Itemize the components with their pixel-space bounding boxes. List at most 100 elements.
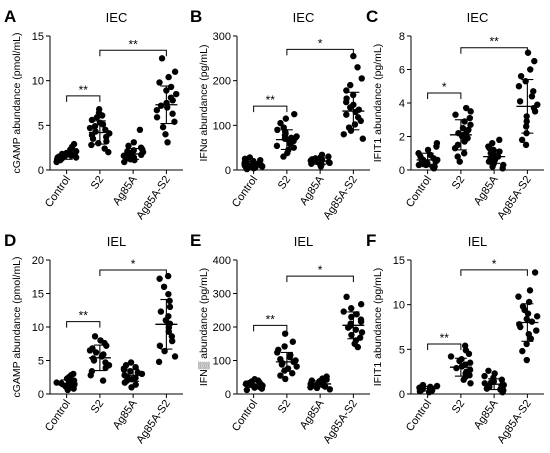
data-point [156,79,163,86]
data-point [343,95,350,102]
y-tick-label: 15 [32,31,44,43]
data-point [251,376,258,383]
significance-label: ** [266,93,276,107]
panel-title: IEC [467,10,489,25]
data-point [282,115,290,122]
data-point [88,368,96,375]
x-tick-label: Ag85A-S2 [134,398,173,446]
panel-d: D IEL 0 5 10 15 20 cGAMP abundance (pmol/mL) Con… [4,231,183,446]
data-point [153,106,161,114]
data-point [155,358,163,366]
data-point [491,370,498,377]
data-point [274,126,281,133]
data-point [70,140,78,148]
data-point [130,139,138,146]
x-tick-label: Control [43,174,73,210]
x-tick-label: S2 [276,398,294,416]
x-tick-label: Control [43,398,73,434]
data-point [351,121,359,128]
data-point [326,386,334,393]
data-point [153,114,161,121]
y-tick-label: 100 [213,120,231,132]
x-tick-label: S2 [450,398,468,416]
data-point [359,135,367,142]
x-tick-label: S2 [450,174,468,192]
data-point [481,380,488,387]
x-tick-label: Ag85A-S2 [495,398,534,446]
significance-bracket [286,275,354,283]
data-point [287,351,294,359]
data-point [356,334,364,341]
data-point [528,93,536,100]
data-point [500,161,507,169]
data-point [157,102,165,109]
data-point [462,104,470,112]
data-point [523,118,530,125]
significance-bracket [460,269,528,276]
data-point [159,123,167,131]
data-point [531,57,538,65]
panel-letter: F [366,231,376,250]
y-axis-label: IFIT1 abundance (pg/mL) [372,268,384,386]
data-point [291,110,298,118]
data-point [132,374,139,382]
data-point [533,327,540,334]
data-point [100,351,107,358]
significance-bracket [286,48,354,56]
panel-title: IEC [293,10,315,25]
data-point [282,375,289,383]
data-point [171,68,179,75]
panel-title: IEC [106,10,128,25]
data-point [167,83,175,91]
y-tick-label: 0 [225,165,231,177]
data-point [354,114,362,121]
data-point [90,355,97,362]
y-axis-label: cGAMP abundance (pmol/mL) [11,32,23,173]
data-point [343,293,350,301]
data-point [340,308,347,315]
panel-letter: A [4,7,16,26]
x-tick-label: Ag85A [298,397,327,431]
data-point [447,353,455,360]
panel-f: F IEL 0 5 10 15 IFIT1 abundance (pg/mL) Control… [366,231,544,446]
data-point [171,353,179,360]
y-tick-label: 5 [399,344,405,356]
data-point [466,359,474,366]
data-point [169,110,176,117]
data-point [318,151,326,159]
data-point [465,126,472,133]
data-point [165,290,172,298]
data-point [292,357,299,364]
data-point [280,124,287,131]
data-point [92,128,99,135]
x-tick-label: Ag85A-S2 [321,174,360,222]
data-point [246,154,253,161]
data-point [523,315,530,323]
y-tick-label: 0 [38,389,44,401]
data-point [308,377,316,384]
data-point [293,363,300,370]
data-point [277,372,284,379]
data-point [168,337,176,345]
data-point [460,150,468,157]
data-point [132,381,139,388]
significance-bracket [66,95,101,102]
y-tick-label: 10 [32,322,44,334]
data-point [456,158,463,165]
data-point [352,326,360,333]
panel-a: A IEC 0 5 10 15 cGAMP abundance (pmol/mL) Contr… [4,7,183,222]
data-point [523,356,530,364]
y-tick-label: 300 [213,31,231,43]
data-point [53,379,60,386]
data-point [523,113,530,120]
y-tick-label: 0 [38,165,44,177]
x-tick-label: Ag85A [111,397,140,431]
data-point [517,73,525,80]
data-point [293,133,300,140]
data-point [526,287,534,294]
data-point [277,119,284,127]
data-point [485,367,492,374]
data-point [281,343,288,350]
significance-label: ** [489,35,499,49]
